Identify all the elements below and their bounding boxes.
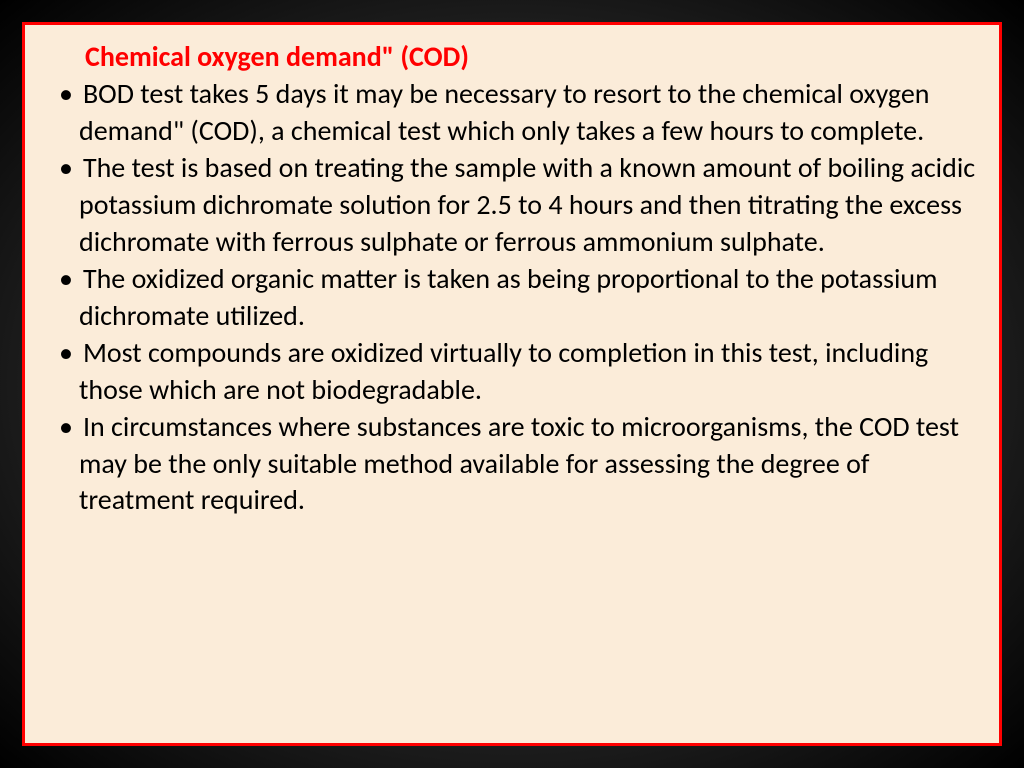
list-item: Most compounds are oxidized virtually to…	[45, 335, 979, 409]
list-item: BOD test takes 5 days it may be necessar…	[45, 76, 979, 150]
bullet-list: BOD test takes 5 days it may be necessar…	[45, 76, 979, 519]
list-item: The test is based on treating the sample…	[45, 150, 979, 261]
slide-container: Chemical oxygen demand" (COD) BOD test t…	[22, 22, 1002, 746]
list-item: In circumstances where substances are to…	[45, 409, 979, 520]
slide-title: Chemical oxygen demand" (COD)	[85, 39, 979, 74]
list-item: The oxidized organic matter is taken as …	[45, 261, 979, 335]
